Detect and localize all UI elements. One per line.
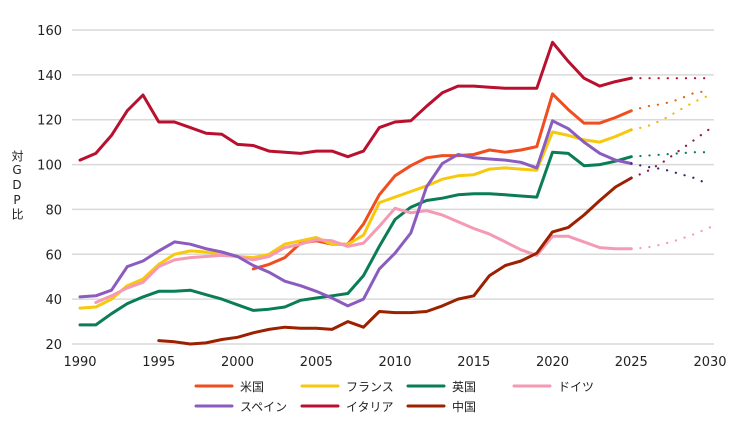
series-line xyxy=(157,176,633,346)
x-tick-label: 1990 xyxy=(63,355,96,370)
x-tick-label: 2010 xyxy=(378,355,411,370)
legend-label: スペイン xyxy=(240,400,287,414)
y-tick-label: 40 xyxy=(45,293,62,308)
legend-item: 米国 xyxy=(194,380,264,394)
series-lines xyxy=(78,40,712,346)
y-tick-label: 100 xyxy=(37,159,62,174)
y-axis-label: 対GDP比 xyxy=(10,150,24,221)
series-line xyxy=(78,119,633,308)
projection-line xyxy=(630,226,712,250)
legend-item: ドイツ xyxy=(512,380,594,394)
x-tick-label: 2020 xyxy=(536,355,569,370)
legend-item: イタリア xyxy=(300,400,394,414)
series-line xyxy=(94,206,633,304)
y-axis-ticks: 20 40 60 80 100 120 140 160 xyxy=(37,24,62,353)
legend-label: 米国 xyxy=(240,380,264,394)
y-tick-label: 140 xyxy=(37,69,62,84)
legend-item: フランス xyxy=(300,380,394,394)
legend-label: ドイツ xyxy=(558,380,594,394)
legend-item: 中国 xyxy=(406,399,476,414)
y-tick-label: 60 xyxy=(45,248,62,263)
projection-line xyxy=(630,93,712,131)
legend-item: 英国 xyxy=(406,380,476,394)
legend-item: スペイン xyxy=(194,400,287,414)
legend-label: 中国 xyxy=(452,399,476,414)
legend-label: フランス xyxy=(346,380,394,394)
y-tick-label: 120 xyxy=(37,114,62,129)
x-tick-label: 1995 xyxy=(142,355,175,370)
y-tick-label: 20 xyxy=(45,338,62,353)
series-line xyxy=(78,40,633,162)
series-line xyxy=(78,150,633,327)
x-tick-label: 2030 xyxy=(693,355,726,370)
x-tick-label: 2005 xyxy=(300,355,333,370)
series-line xyxy=(78,128,633,310)
x-tick-label: 2015 xyxy=(457,355,490,370)
legend-label: 英国 xyxy=(452,380,476,394)
projection-line xyxy=(630,127,712,180)
projection-line xyxy=(630,162,712,186)
y-tick-label: 160 xyxy=(37,24,62,39)
x-axis-ticks: 1990 1995 2000 2005 2010 2015 2020 2025 2030 xyxy=(63,355,726,370)
y-tick-label: 80 xyxy=(45,203,62,218)
x-tick-label: 2000 xyxy=(221,355,254,370)
x-tick-label: 2025 xyxy=(615,355,648,370)
legend-label: イタリア xyxy=(346,400,394,414)
